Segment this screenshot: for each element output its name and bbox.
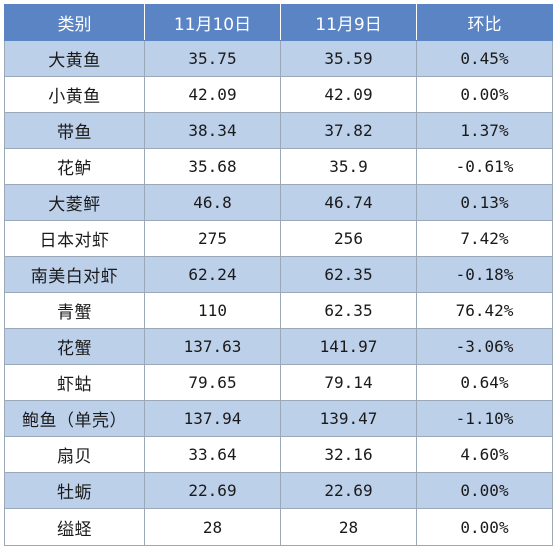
table-row: 缢蛏 28 28 0.00%	[4, 508, 553, 546]
cell-nov9-price: 22.69	[280, 472, 417, 509]
cell-nov9-price: 35.59	[280, 40, 417, 77]
cell-nov10-price: 28	[144, 508, 281, 546]
header-category: 类别	[4, 4, 145, 41]
cell-change: -0.61%	[416, 148, 553, 185]
cell-category: 鲍鱼（单壳）	[4, 400, 145, 437]
header-row: 类别 11月10日 11月9日 环比	[4, 4, 553, 41]
cell-nov9-price: 62.35	[280, 292, 417, 329]
cell-category: 扇贝	[4, 436, 145, 473]
cell-nov9-price: 42.09	[280, 76, 417, 113]
cell-nov9-price: 28	[280, 508, 417, 546]
cell-category: 日本对虾	[4, 220, 145, 257]
cell-change: 0.13%	[416, 184, 553, 221]
header-nov9: 11月9日	[280, 4, 417, 41]
cell-nov10-price: 275	[144, 220, 281, 257]
table-row: 青蟹 110 62.35 76.42%	[4, 292, 553, 329]
cell-category: 带鱼	[4, 112, 145, 149]
table-body: 大黄鱼 35.75 35.59 0.45% 小黄鱼 42.09 42.09 0.00% 带鱼 38…	[4, 40, 553, 546]
table-row: 大黄鱼 35.75 35.59 0.45%	[4, 40, 553, 77]
table-row: 小黄鱼 42.09 42.09 0.00%	[4, 76, 553, 113]
table-row: 大菱鲆 46.8 46.74 0.13%	[4, 184, 553, 221]
table-row: 带鱼 38.34 37.82 1.37%	[4, 112, 553, 149]
cell-change: 0.00%	[416, 472, 553, 509]
table-row: 虾蛄 79.65 79.14 0.64%	[4, 364, 553, 401]
cell-nov10-price: 79.65	[144, 364, 281, 401]
cell-category: 牡蛎	[4, 472, 145, 509]
table-row: 扇贝 33.64 32.16 4.60%	[4, 436, 553, 473]
price-comparison-table: 类别 11月10日 11月9日 环比 大黄鱼 35.75 35.59 0.45% 小黄鱼…	[4, 4, 553, 546]
cell-nov10-price: 137.63	[144, 328, 281, 365]
cell-nov10-price: 33.64	[144, 436, 281, 473]
cell-category: 虾蛄	[4, 364, 145, 401]
cell-nov10-price: 35.68	[144, 148, 281, 185]
cell-category: 南美白对虾	[4, 256, 145, 293]
cell-change: 76.42%	[416, 292, 553, 329]
cell-category: 花蟹	[4, 328, 145, 365]
cell-nov9-price: 32.16	[280, 436, 417, 473]
cell-category: 小黄鱼	[4, 76, 145, 113]
cell-change: 0.64%	[416, 364, 553, 401]
table-row: 日本对虾 275 256 7.42%	[4, 220, 553, 257]
table-row: 花蟹 137.63 141.97 -3.06%	[4, 328, 553, 365]
cell-category: 青蟹	[4, 292, 145, 329]
cell-nov9-price: 46.74	[280, 184, 417, 221]
cell-nov9-price: 141.97	[280, 328, 417, 365]
cell-nov9-price: 79.14	[280, 364, 417, 401]
cell-nov10-price: 22.69	[144, 472, 281, 509]
cell-change: 0.45%	[416, 40, 553, 77]
cell-nov9-price: 139.47	[280, 400, 417, 437]
cell-change: -0.18%	[416, 256, 553, 293]
cell-category: 大菱鲆	[4, 184, 145, 221]
cell-change: 4.60%	[416, 436, 553, 473]
cell-category: 大黄鱼	[4, 40, 145, 77]
table-row: 鲍鱼（单壳） 137.94 139.47 -1.10%	[4, 400, 553, 437]
cell-nov10-price: 46.8	[144, 184, 281, 221]
cell-change: 7.42%	[416, 220, 553, 257]
cell-nov10-price: 110	[144, 292, 281, 329]
cell-change: -1.10%	[416, 400, 553, 437]
table-row: 牡蛎 22.69 22.69 0.00%	[4, 472, 553, 509]
cell-nov9-price: 256	[280, 220, 417, 257]
cell-category: 缢蛏	[4, 508, 145, 546]
table-header: 类别 11月10日 11月9日 环比	[4, 4, 553, 41]
cell-nov9-price: 62.35	[280, 256, 417, 293]
price-table-container: 类别 11月10日 11月9日 环比 大黄鱼 35.75 35.59 0.45% 小黄鱼…	[4, 4, 553, 546]
cell-category: 花鲈	[4, 148, 145, 185]
cell-nov9-price: 35.9	[280, 148, 417, 185]
cell-nov10-price: 62.24	[144, 256, 281, 293]
cell-nov10-price: 35.75	[144, 40, 281, 77]
cell-nov9-price: 37.82	[280, 112, 417, 149]
cell-nov10-price: 38.34	[144, 112, 281, 149]
table-row: 花鲈 35.68 35.9 -0.61%	[4, 148, 553, 185]
cell-nov10-price: 137.94	[144, 400, 281, 437]
cell-change: -3.06%	[416, 328, 553, 365]
header-nov10: 11月10日	[144, 4, 281, 41]
table-row: 南美白对虾 62.24 62.35 -0.18%	[4, 256, 553, 293]
cell-change: 0.00%	[416, 508, 553, 546]
header-change: 环比	[416, 4, 553, 41]
cell-change: 1.37%	[416, 112, 553, 149]
cell-change: 0.00%	[416, 76, 553, 113]
cell-nov10-price: 42.09	[144, 76, 281, 113]
